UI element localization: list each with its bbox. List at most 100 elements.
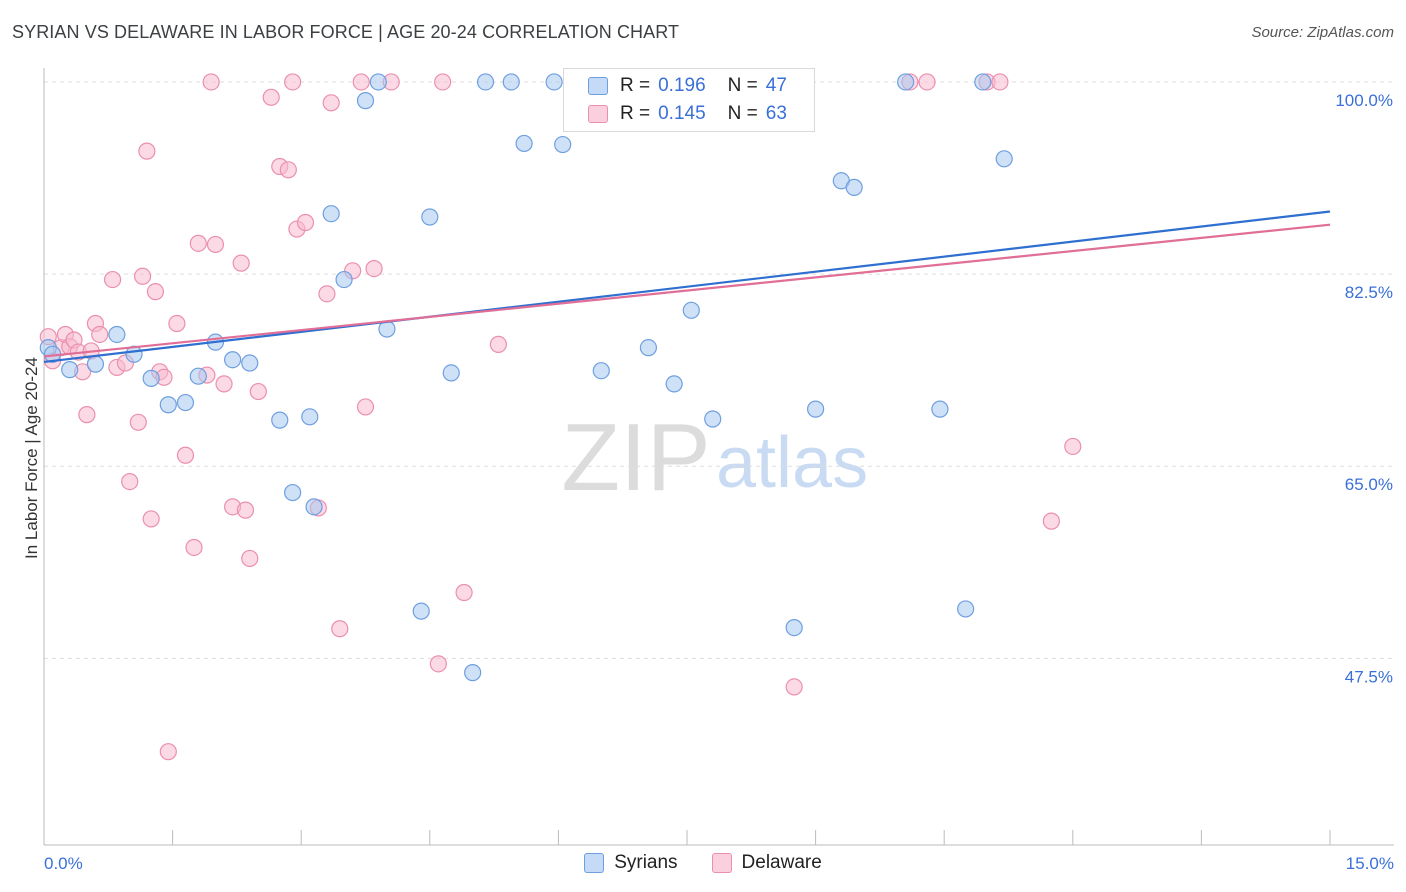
syrians-point: [545, 73, 563, 91]
syrians-point: [224, 351, 242, 369]
correlation-legend: R = 0.196 N = 47 R = 0.145 N = 63: [563, 68, 815, 132]
delaware-point: [202, 73, 220, 91]
delaware-point: [168, 314, 186, 333]
syrians-point: [86, 355, 105, 373]
syrians-point: [502, 73, 520, 91]
trend-lines: [43, 210, 1331, 364]
legend-swatch-delaware: [588, 105, 608, 123]
legend-r-label: R =: [620, 75, 651, 96]
syrians-point: [108, 325, 126, 344]
delaware-point: [241, 549, 259, 568]
syrians-point: [785, 619, 803, 637]
delaware-points: [39, 73, 1082, 761]
syrians-point: [241, 354, 259, 372]
delaware-point: [489, 335, 507, 353]
y-tick-label: 100.0%: [1335, 91, 1393, 110]
syrians-point: [284, 483, 302, 502]
syrians-point: [356, 92, 375, 110]
delaware-point: [1064, 437, 1082, 456]
syrians-point: [897, 73, 915, 91]
legend-swatch-syrians: [588, 77, 608, 95]
syrians-point: [704, 410, 722, 428]
delaware-point: [284, 73, 302, 91]
legend-r-value: 0.196: [658, 75, 706, 96]
x-tick-label: 15.0%: [1346, 854, 1394, 873]
syrians-point: [61, 361, 79, 379]
chart-title: SYRIAN VS DELAWARE IN LABOR FORCE | AGE …: [12, 22, 680, 42]
watermark-atlas: atlas: [716, 423, 868, 503]
syrians-point: [442, 364, 460, 382]
watermark: ZIP atlas: [561, 404, 868, 511]
delaware-point: [918, 73, 936, 91]
delaware-point: [189, 234, 207, 252]
delaware-point: [142, 510, 160, 528]
delaware-point: [785, 678, 803, 696]
delaware-point: [429, 655, 447, 673]
delaware-point: [356, 398, 375, 416]
legend-row-delaware: R = 0.145 N = 63: [588, 102, 787, 126]
series-swatch-delaware: [711, 853, 732, 873]
delaware-point: [1042, 512, 1060, 530]
legend-n-label: N =: [727, 75, 758, 96]
delaware-point: [206, 235, 225, 254]
syrians-point: [176, 393, 195, 412]
syrians-point: [554, 135, 572, 154]
watermark-zip: ZIP: [561, 404, 710, 511]
delaware-point: [146, 283, 165, 301]
delaware-point: [296, 213, 315, 232]
delaware-trend-line: [43, 223, 1331, 358]
syrians-point: [845, 178, 863, 196]
syrians-point: [592, 362, 610, 380]
delaware-point: [159, 743, 177, 761]
series-legend-delaware: Delaware: [711, 852, 822, 874]
delaware-point: [249, 382, 267, 401]
syrians-point: [682, 301, 700, 319]
syrians-point: [665, 375, 683, 393]
delaware-point: [331, 620, 349, 638]
delaware-point: [232, 254, 250, 272]
delaware-point: [129, 413, 147, 431]
delaware-point: [991, 73, 1009, 91]
syrians-point: [806, 400, 825, 418]
delaware-point: [215, 375, 233, 393]
delaware-point: [133, 267, 152, 285]
delaware-point: [91, 325, 109, 344]
delaware-point: [434, 73, 452, 91]
legend-r-value: 0.145: [658, 103, 706, 124]
series-label-delaware: Delaware: [741, 852, 822, 873]
y-tick-label: 82.5%: [1345, 283, 1393, 302]
syrians-point: [476, 73, 495, 91]
syrians-point: [515, 134, 533, 153]
syrians-point: [271, 411, 289, 429]
syrians-point: [142, 369, 160, 387]
delaware-point: [103, 270, 122, 289]
x-tick-label: 0.0%: [44, 854, 83, 873]
delaware-point: [78, 406, 96, 424]
syrians-point: [369, 73, 387, 91]
series-label-syrians: Syrians: [614, 852, 678, 873]
y-tick-label: 65.0%: [1345, 475, 1393, 494]
legend-row-syrians: R = 0.196 N = 47: [588, 74, 787, 98]
syrians-point: [957, 600, 975, 618]
series-swatch-syrians: [584, 853, 605, 873]
delaware-point: [352, 73, 370, 91]
syrians-point: [305, 498, 323, 516]
delaware-point: [176, 446, 195, 464]
tick-labels: 100.0% 82.5% 65.0% 47.5% 0.0% 15.0%: [44, 91, 1394, 873]
series-legend: Syrians Delaware: [0, 852, 1406, 874]
syrians-point: [301, 408, 319, 426]
syrians-points: [39, 73, 1013, 682]
delaware-point: [318, 285, 336, 303]
syrians-point: [974, 73, 992, 91]
delaware-point: [455, 583, 473, 602]
syrians-point: [159, 396, 177, 414]
legend-n-value: 47: [765, 75, 787, 96]
syrians-point: [322, 205, 340, 223]
delaware-point: [365, 260, 383, 278]
delaware-point: [121, 472, 139, 491]
syrians-point: [189, 367, 207, 385]
syrians-point: [931, 400, 949, 418]
syrians-point: [421, 208, 439, 226]
syrians-trend-line: [43, 210, 1331, 364]
